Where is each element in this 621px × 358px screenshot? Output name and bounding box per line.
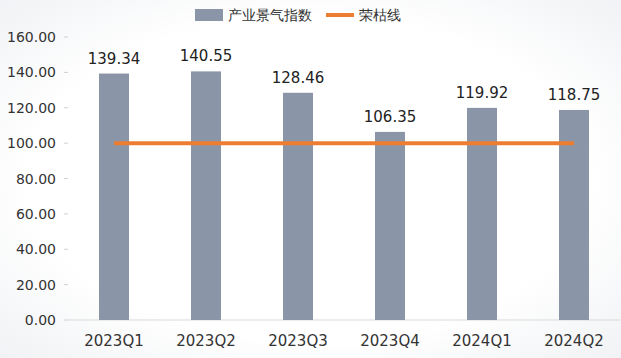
y-tick — [64, 320, 68, 321]
y-tick — [64, 37, 68, 38]
background — [0, 0, 621, 358]
marks — [99, 71, 589, 320]
y-tick-label: 120.00 — [7, 100, 56, 116]
x-tick-label: 2023Q3 — [268, 332, 328, 350]
bar — [99, 74, 129, 320]
data-label: 119.92 — [456, 84, 509, 102]
y-tick — [64, 72, 68, 73]
y-tick-label: 80.00 — [16, 171, 56, 187]
data-label: 118.75 — [548, 86, 601, 104]
x-tick-label: 2023Q2 — [176, 332, 236, 350]
y-tick — [64, 249, 68, 250]
legend-label: 荣枯线 — [359, 7, 401, 23]
x-tick-label: 2023Q1 — [84, 332, 144, 350]
legend: 产业景气指数 荣枯线 — [195, 7, 401, 23]
x-tick-label: 2023Q4 — [360, 332, 420, 350]
x-tick-label: 2024Q1 — [452, 332, 512, 350]
y-tick — [64, 178, 68, 179]
y-tick — [64, 143, 68, 144]
y-tick — [64, 284, 68, 285]
data-labels: 139.34 140.55 128.46 106.35 119.92 118.75 — [88, 47, 601, 125]
y-tick-label: 40.00 — [16, 241, 56, 257]
legend-label: 产业景气指数 — [228, 7, 312, 23]
bar — [467, 108, 497, 320]
legend-swatch — [195, 9, 223, 21]
y-tick — [64, 213, 68, 214]
x-tick-label: 2024Q2 — [544, 332, 604, 350]
bar — [191, 71, 221, 320]
y-tick-label: 20.00 — [16, 277, 56, 293]
reference-line — [114, 141, 574, 145]
x-axis-line — [68, 320, 620, 321]
bar — [283, 93, 313, 320]
y-tick-label: 60.00 — [16, 206, 56, 222]
legend-swatch — [326, 13, 354, 17]
data-label: 140.55 — [180, 47, 233, 65]
bar — [375, 132, 405, 320]
data-label: 106.35 — [364, 108, 417, 126]
data-label: 128.46 — [272, 69, 325, 87]
y-tick-label: 0.00 — [25, 312, 56, 328]
y-tick — [64, 107, 68, 108]
y-tick-label: 140.00 — [7, 64, 56, 80]
y-tick-label: 100.00 — [7, 135, 56, 151]
chart-svg: 0.00 20.00 40.00 60.00 80.00 100.00 120.00 140.… — [0, 0, 621, 358]
data-label: 139.34 — [88, 50, 141, 68]
chart-container: 0.00 20.00 40.00 60.00 80.00 100.00 120.00 140.… — [0, 0, 621, 358]
y-tick-label: 160.00 — [7, 29, 56, 45]
